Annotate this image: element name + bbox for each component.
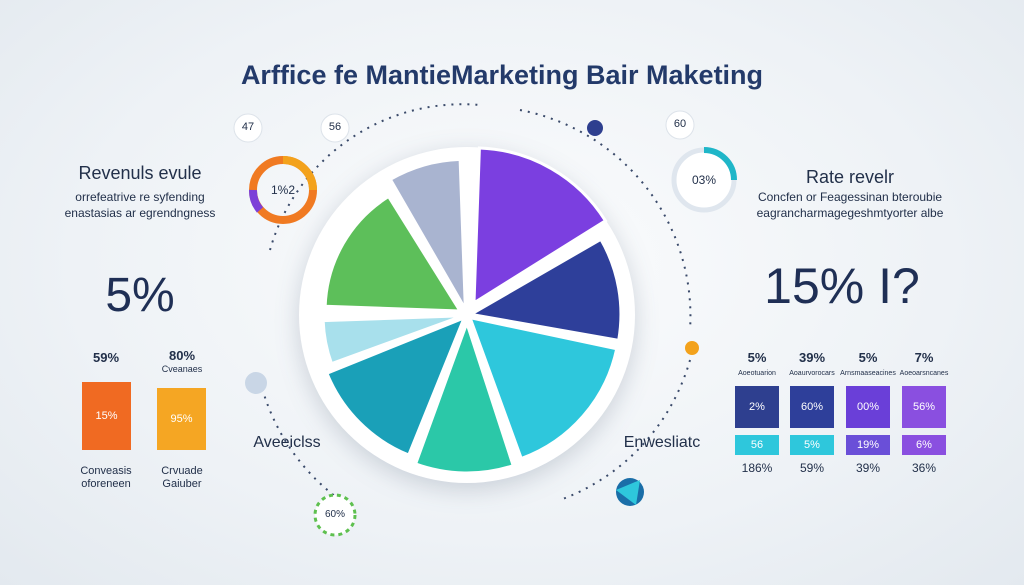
right-heading: Rate revelr	[805, 167, 895, 187]
pie-slice	[324, 315, 467, 458]
left-caption: Aveeiclss	[253, 434, 321, 451]
left-heading: Revenuls evule	[78, 163, 202, 183]
orbit	[259, 379, 341, 501]
pie-slice	[323, 194, 463, 313]
ring-arc	[249, 189, 264, 213]
column-bar: 2%	[735, 386, 779, 428]
column-footer: 59%	[799, 461, 825, 475]
item-value: 80%	[168, 348, 196, 363]
bubble-label: 47	[241, 121, 255, 133]
bubble	[233, 113, 263, 143]
bubble-label: 56	[328, 121, 342, 133]
badge	[313, 493, 357, 537]
column-label: Aoeotuarion	[738, 370, 776, 377]
left-subtitle: orrefeatrive re syfending	[75, 190, 205, 204]
column-bar: 56%	[902, 386, 946, 428]
item-caption: Conveasis	[80, 465, 132, 477]
column-bar: 56	[735, 435, 779, 455]
pie	[321, 146, 623, 475]
right-big-value: 15% I?	[764, 258, 920, 314]
column-footer: 36%	[911, 461, 937, 475]
column-label: Aoaurvorocars	[789, 370, 835, 377]
column-footer: 186%	[741, 461, 773, 475]
dot	[685, 341, 699, 355]
bubble	[320, 113, 350, 143]
right-caption: Enwesliatc	[623, 434, 701, 451]
pie-slice	[321, 314, 464, 366]
column-header: 5%	[858, 350, 878, 365]
pie-slice	[413, 318, 516, 475]
pie-slice	[467, 315, 619, 461]
bar: 15%	[82, 382, 131, 450]
title: Arffice fe MantieMarketing Bair Maketing	[240, 60, 764, 90]
left-subtitle: enastasias ar egrendngness	[64, 206, 216, 220]
orbit	[559, 359, 691, 501]
bottom-badge: 60%	[324, 509, 346, 520]
column-footer: 39%	[855, 461, 881, 475]
item-caption: Gaiuber	[162, 478, 202, 490]
column-bar: 6%	[902, 435, 946, 455]
ring-arc	[703, 147, 737, 181]
column-header: 39%	[798, 350, 826, 365]
item-value: 59%	[92, 350, 120, 365]
column-label: Arnsmaaseacines	[840, 370, 896, 377]
dotted-orbits	[259, 103, 692, 501]
left-big-value: 5%	[105, 269, 175, 322]
column-header: 7%	[914, 350, 934, 365]
bubble	[665, 110, 695, 140]
pie-slice	[466, 237, 623, 343]
right-subtitle: eagrancharmagegeshmtyorter albe	[756, 206, 944, 220]
column-bar: 5%	[790, 435, 834, 455]
column-header: 5%	[747, 350, 767, 365]
pie-slice	[388, 157, 467, 310]
column-label: Aoeoarsncanes	[899, 370, 949, 377]
column-bar: 19%	[846, 435, 890, 455]
dot	[587, 120, 603, 136]
pie-slice	[472, 146, 608, 306]
ring-label: 03%	[691, 173, 717, 187]
dot	[245, 372, 267, 394]
bubble-label: 60	[673, 118, 687, 130]
item-label: Cveanaes	[161, 364, 203, 374]
column-bar: 60%	[790, 386, 834, 428]
column-bar: 00%	[846, 386, 890, 428]
ring-arc	[282, 156, 317, 191]
ring-label: 1%2	[270, 183, 296, 197]
item-caption: Crvuade	[161, 465, 203, 477]
right-subtitle: Concfen or Feagessinan bteroubie	[757, 190, 943, 204]
bar: 95%	[157, 388, 206, 450]
icon	[616, 480, 640, 505]
item-caption: oforeneen	[81, 478, 131, 490]
